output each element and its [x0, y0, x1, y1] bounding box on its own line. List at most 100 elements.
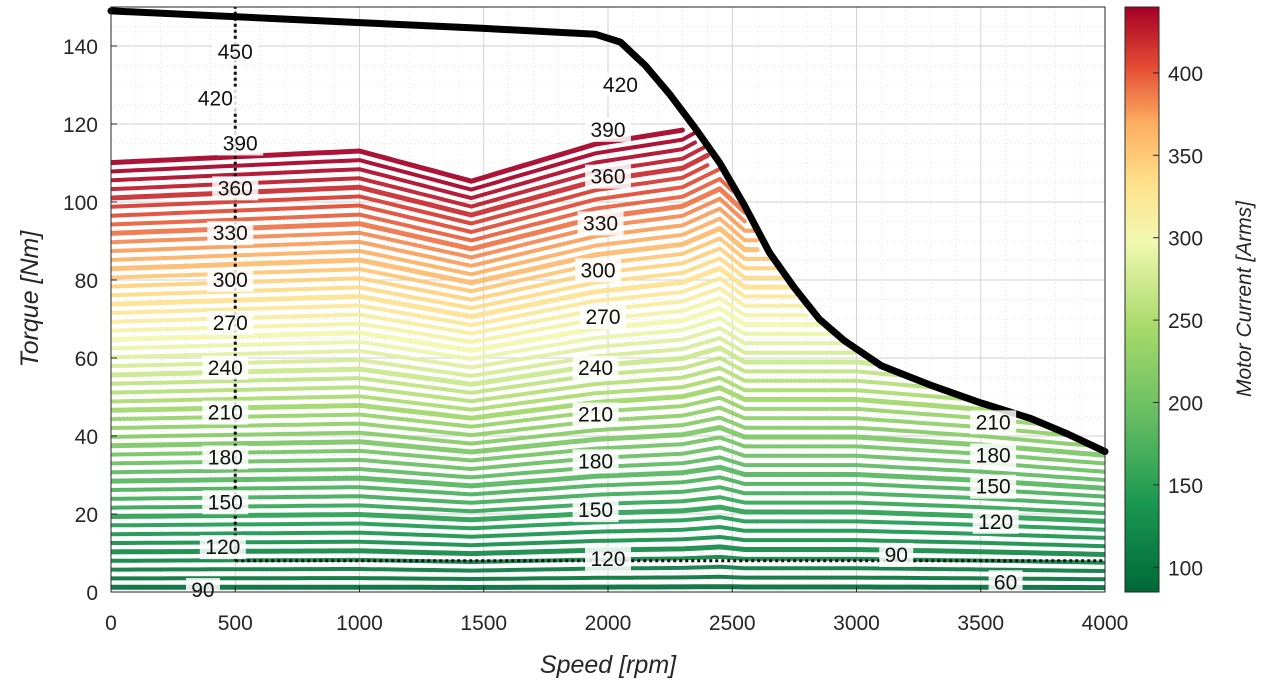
max-torque-envelope — [107, 7, 1109, 456]
contour-line-210 — [111, 425, 1105, 458]
contour-label-210: 210 — [208, 402, 243, 425]
y-tick-label: 20 — [75, 504, 98, 527]
x-axis-title: Speed [rpm] — [540, 651, 677, 679]
y-tick-label: 140 — [63, 36, 98, 59]
colorbar-tick-label: 150 — [1168, 475, 1203, 498]
contour-label-240: 240 — [208, 357, 243, 380]
contour-label-bg — [572, 498, 619, 523]
contour-label-390: 390 — [590, 119, 625, 142]
contour-label-bg — [202, 400, 249, 425]
contour-label-120: 120 — [205, 536, 240, 559]
contour-label-330: 330 — [583, 212, 618, 235]
y-tick-label: 0 — [86, 582, 98, 605]
contour-label-180: 180 — [578, 450, 613, 473]
contour-label-bg — [585, 164, 631, 189]
colorbar-ticks: 100 150 200 250 300 350 400 — [1153, 63, 1203, 580]
contour-label-bg — [202, 355, 249, 380]
contour-label-210: 210 — [976, 411, 1011, 434]
colorbar-tick-label: 300 — [1168, 228, 1203, 251]
colorbar-tick-label: 250 — [1168, 310, 1203, 333]
contour-label-300: 300 — [213, 269, 248, 292]
y-tick-label: 80 — [75, 270, 98, 293]
y-axis-title: Torque [Nm] — [16, 230, 44, 368]
x-tick-label: 2500 — [709, 612, 756, 635]
contour-line-165 — [111, 485, 1105, 507]
contour-label-bg — [988, 570, 1023, 595]
contour-line-240 — [111, 385, 1021, 421]
x-tick-label: 0 — [105, 612, 117, 635]
y-axis-ticks: 0 20 40 60 80 100 120 140 — [63, 36, 117, 605]
contour-line-262.5 — [111, 355, 909, 395]
contour-label-bg — [212, 176, 259, 201]
contour-label-bg — [580, 305, 627, 330]
contour-label-450: 450 — [218, 41, 253, 64]
x-tick-label: 3500 — [957, 612, 1004, 635]
contour-line-255 — [111, 365, 946, 404]
contour-label-bg — [879, 542, 914, 567]
x-tick-label: 1000 — [336, 612, 383, 635]
contour-label-bg — [970, 443, 1017, 468]
contour-label-150: 150 — [976, 476, 1011, 499]
contour-label-360: 360 — [590, 166, 625, 189]
colorbar-tick-label: 400 — [1168, 63, 1203, 86]
contour-line-285 — [111, 326, 847, 370]
contour-label-bg — [185, 578, 220, 603]
contour-label-bg — [207, 221, 254, 246]
contour-label-120: 120 — [590, 548, 625, 571]
contour-label-bg — [199, 535, 246, 560]
y-tick-label: 60 — [75, 348, 98, 371]
x-tick-label: 3000 — [833, 612, 880, 635]
contour-label-270: 270 — [213, 312, 248, 335]
contour-label-bg — [202, 490, 249, 515]
contour-label-240: 240 — [578, 357, 613, 380]
colorbar: 100 150 200 250 300 350 400 Motor Current [Arm… — [1124, 6, 1256, 593]
contour-line-300 — [111, 305, 822, 353]
x-tick-label: 2000 — [585, 612, 632, 635]
contour-line-135 — [111, 525, 1105, 540]
y-tick-label: 40 — [75, 426, 98, 449]
contour-label-bg — [202, 445, 249, 470]
contour-label-bg — [207, 268, 254, 292]
colorbar-title: Motor Current [Arms] — [1233, 200, 1256, 397]
contour-label-bg — [572, 402, 619, 427]
contour-line-367.5 — [111, 216, 760, 277]
x-axis-ticks: 0 500 1000 1500 2000 2500 3000 3500 4000 — [105, 586, 1128, 635]
contour-line-217.5 — [111, 415, 1095, 448]
x-tick-label: 4000 — [1082, 612, 1129, 635]
contour-label-90: 90 — [885, 544, 908, 567]
y-tick-label: 120 — [63, 114, 98, 137]
contour-line-172.5 — [111, 475, 1105, 499]
contour-line-435 — [111, 140, 697, 201]
contour-label-420: 420 — [198, 88, 233, 111]
contour-label-300: 300 — [581, 259, 616, 282]
contour-line-450 — [111, 127, 685, 184]
contour-line-442.5 — [111, 130, 697, 192]
colorbar-gradient — [1124, 6, 1160, 593]
contour-label-bg — [575, 258, 622, 283]
contour-label-bg — [585, 117, 631, 142]
contour-labels: 450 420 420 390 390 360 360 330 330 300 300 270 270 2… — [185, 39, 1023, 603]
contour-line-375 — [111, 206, 760, 268]
contour-label-150: 150 — [578, 499, 613, 522]
contour-label-bg — [970, 474, 1017, 499]
x-tick-label: 500 — [218, 612, 253, 635]
contour-label-210: 210 — [578, 404, 613, 427]
contour-line-360 — [111, 226, 760, 286]
colorbar-tick-label: 100 — [1168, 557, 1203, 580]
contour-line-322.5 — [111, 276, 797, 328]
contour-label-150: 150 — [208, 491, 243, 514]
envelope-line — [107, 7, 1109, 456]
contour-line-202.5 — [111, 435, 1105, 466]
colorbar-tick-label: 350 — [1168, 145, 1203, 168]
contour-label-bg — [577, 211, 624, 236]
contour-label-bg — [217, 131, 264, 156]
contour-line-142.5 — [111, 515, 1105, 532]
contour-label-bg — [970, 410, 1017, 435]
contour-line-127.5 — [111, 535, 1105, 549]
contour-label-bg — [572, 449, 619, 474]
contour-line-330 — [111, 265, 797, 320]
contour-label-bg — [972, 509, 1019, 534]
y-tick-label: 100 — [63, 192, 98, 215]
contour-label-270: 270 — [586, 306, 621, 329]
